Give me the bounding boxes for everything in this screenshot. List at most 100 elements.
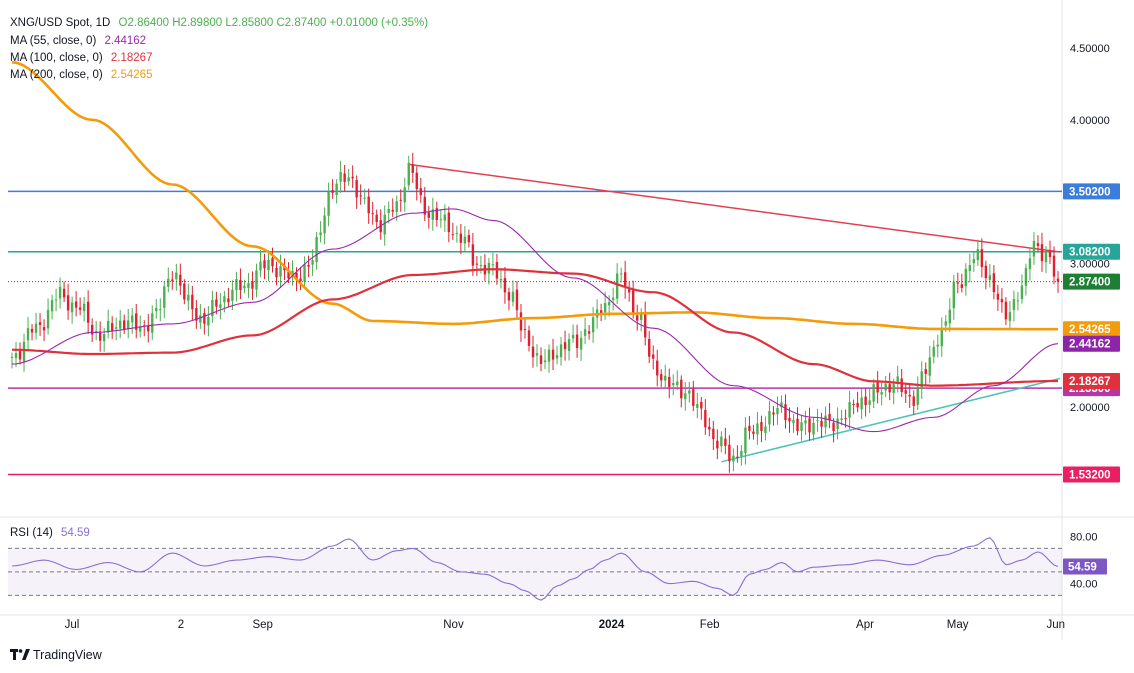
candle-body xyxy=(459,233,463,243)
candle-body xyxy=(1000,299,1004,303)
candle-body xyxy=(279,266,282,277)
candle-body xyxy=(102,334,106,342)
candle-body xyxy=(255,270,258,290)
tradingview-logo[interactable]: TradingView xyxy=(10,648,102,662)
candle-body xyxy=(70,302,74,313)
candle-body xyxy=(547,349,551,362)
candle-body xyxy=(535,353,539,356)
candle-body xyxy=(756,423,759,435)
candle-body xyxy=(848,402,851,418)
candle-body xyxy=(896,376,899,383)
candle-body xyxy=(215,299,218,307)
candle-body xyxy=(543,360,547,362)
candle-body xyxy=(996,293,1000,300)
trend-line xyxy=(721,377,1061,463)
candle-body xyxy=(299,278,302,282)
candle-body xyxy=(319,232,322,236)
legend-ma100-label: MA (100, close, 0) xyxy=(10,52,103,64)
candle-body xyxy=(1024,268,1028,286)
price-tick-label: 2.00000 xyxy=(1070,402,1110,414)
ma100-line xyxy=(11,268,1058,387)
candle-body xyxy=(427,212,430,218)
candle-body xyxy=(736,456,739,459)
candle-body xyxy=(10,356,14,358)
candle-body xyxy=(451,234,455,236)
level-tag-bg xyxy=(1063,243,1120,260)
candle-body xyxy=(1048,251,1052,258)
candle-body xyxy=(171,279,174,281)
candle-body xyxy=(916,386,919,405)
candle-body xyxy=(836,418,839,430)
candle-body xyxy=(828,414,831,421)
ma200-line xyxy=(11,61,1058,331)
candle-body xyxy=(932,346,935,357)
candle-body xyxy=(14,353,18,359)
candle-body xyxy=(147,325,150,332)
candle-body xyxy=(507,292,511,301)
candle-body xyxy=(66,295,70,311)
value-tag: 2.44162 xyxy=(1069,339,1111,351)
candle-body xyxy=(211,299,214,317)
candle-body xyxy=(591,317,595,333)
candle-body xyxy=(768,411,771,425)
candle-body xyxy=(952,282,956,309)
candle-body xyxy=(239,279,242,290)
legend-ma200-value: 2.54265 xyxy=(110,69,153,81)
candle-body xyxy=(163,286,166,308)
candle-body xyxy=(351,176,354,179)
candle-body xyxy=(660,374,663,381)
candle-body xyxy=(467,235,471,243)
time-tick-label: Feb xyxy=(700,619,720,631)
candle-body xyxy=(259,261,262,271)
candle-body xyxy=(227,298,230,303)
candle-body xyxy=(884,383,887,391)
candle-body xyxy=(135,313,138,330)
candle-body xyxy=(167,278,170,287)
rsi-tick-label: 80.00 xyxy=(1070,532,1098,544)
legend-symbol: XNG/USD Spot, 1D xyxy=(10,17,111,29)
candle-body xyxy=(523,328,527,330)
candle-body xyxy=(251,281,254,289)
candle-body xyxy=(471,244,475,266)
candle-body xyxy=(155,307,158,312)
value-tag: 2.18267 xyxy=(1069,376,1111,388)
candle-body xyxy=(110,323,114,331)
candle-body xyxy=(114,327,118,329)
candle-body xyxy=(784,404,787,421)
candle-body xyxy=(888,384,891,393)
candle-body xyxy=(223,296,226,303)
trend-line xyxy=(408,163,1061,253)
candle-body xyxy=(271,257,274,267)
candle-body xyxy=(323,215,326,234)
candle-body xyxy=(788,417,791,422)
candle-body xyxy=(98,331,102,341)
candle-body xyxy=(796,418,799,432)
candle-body xyxy=(776,408,779,415)
candle-body xyxy=(864,396,867,406)
candle-body xyxy=(287,271,290,279)
candle-body xyxy=(219,304,222,308)
rsi-value-tag-bg xyxy=(1063,558,1107,575)
candle-body xyxy=(499,278,503,281)
candle-body xyxy=(191,294,194,310)
candle-body xyxy=(1040,244,1044,262)
tradingview-brand: TradingView xyxy=(33,648,102,662)
candle-body xyxy=(964,268,968,287)
candle-body xyxy=(503,278,507,293)
candle-body xyxy=(640,313,643,320)
candle-body xyxy=(411,164,414,173)
candle-body xyxy=(840,418,843,420)
time-tick-label: 2024 xyxy=(599,619,625,631)
time-tick-label: May xyxy=(947,619,969,631)
candle-body xyxy=(387,209,390,214)
candle-body xyxy=(195,308,198,321)
candle-body xyxy=(479,265,483,267)
legend-ma55-row: MA (55, close, 0) 2.44162 xyxy=(10,35,146,47)
candle-body xyxy=(119,320,122,329)
candle-body xyxy=(992,273,996,293)
candle-body xyxy=(844,418,847,420)
candle-body xyxy=(720,436,723,447)
level-tag-bg xyxy=(1063,466,1120,483)
candle-body xyxy=(355,180,358,198)
